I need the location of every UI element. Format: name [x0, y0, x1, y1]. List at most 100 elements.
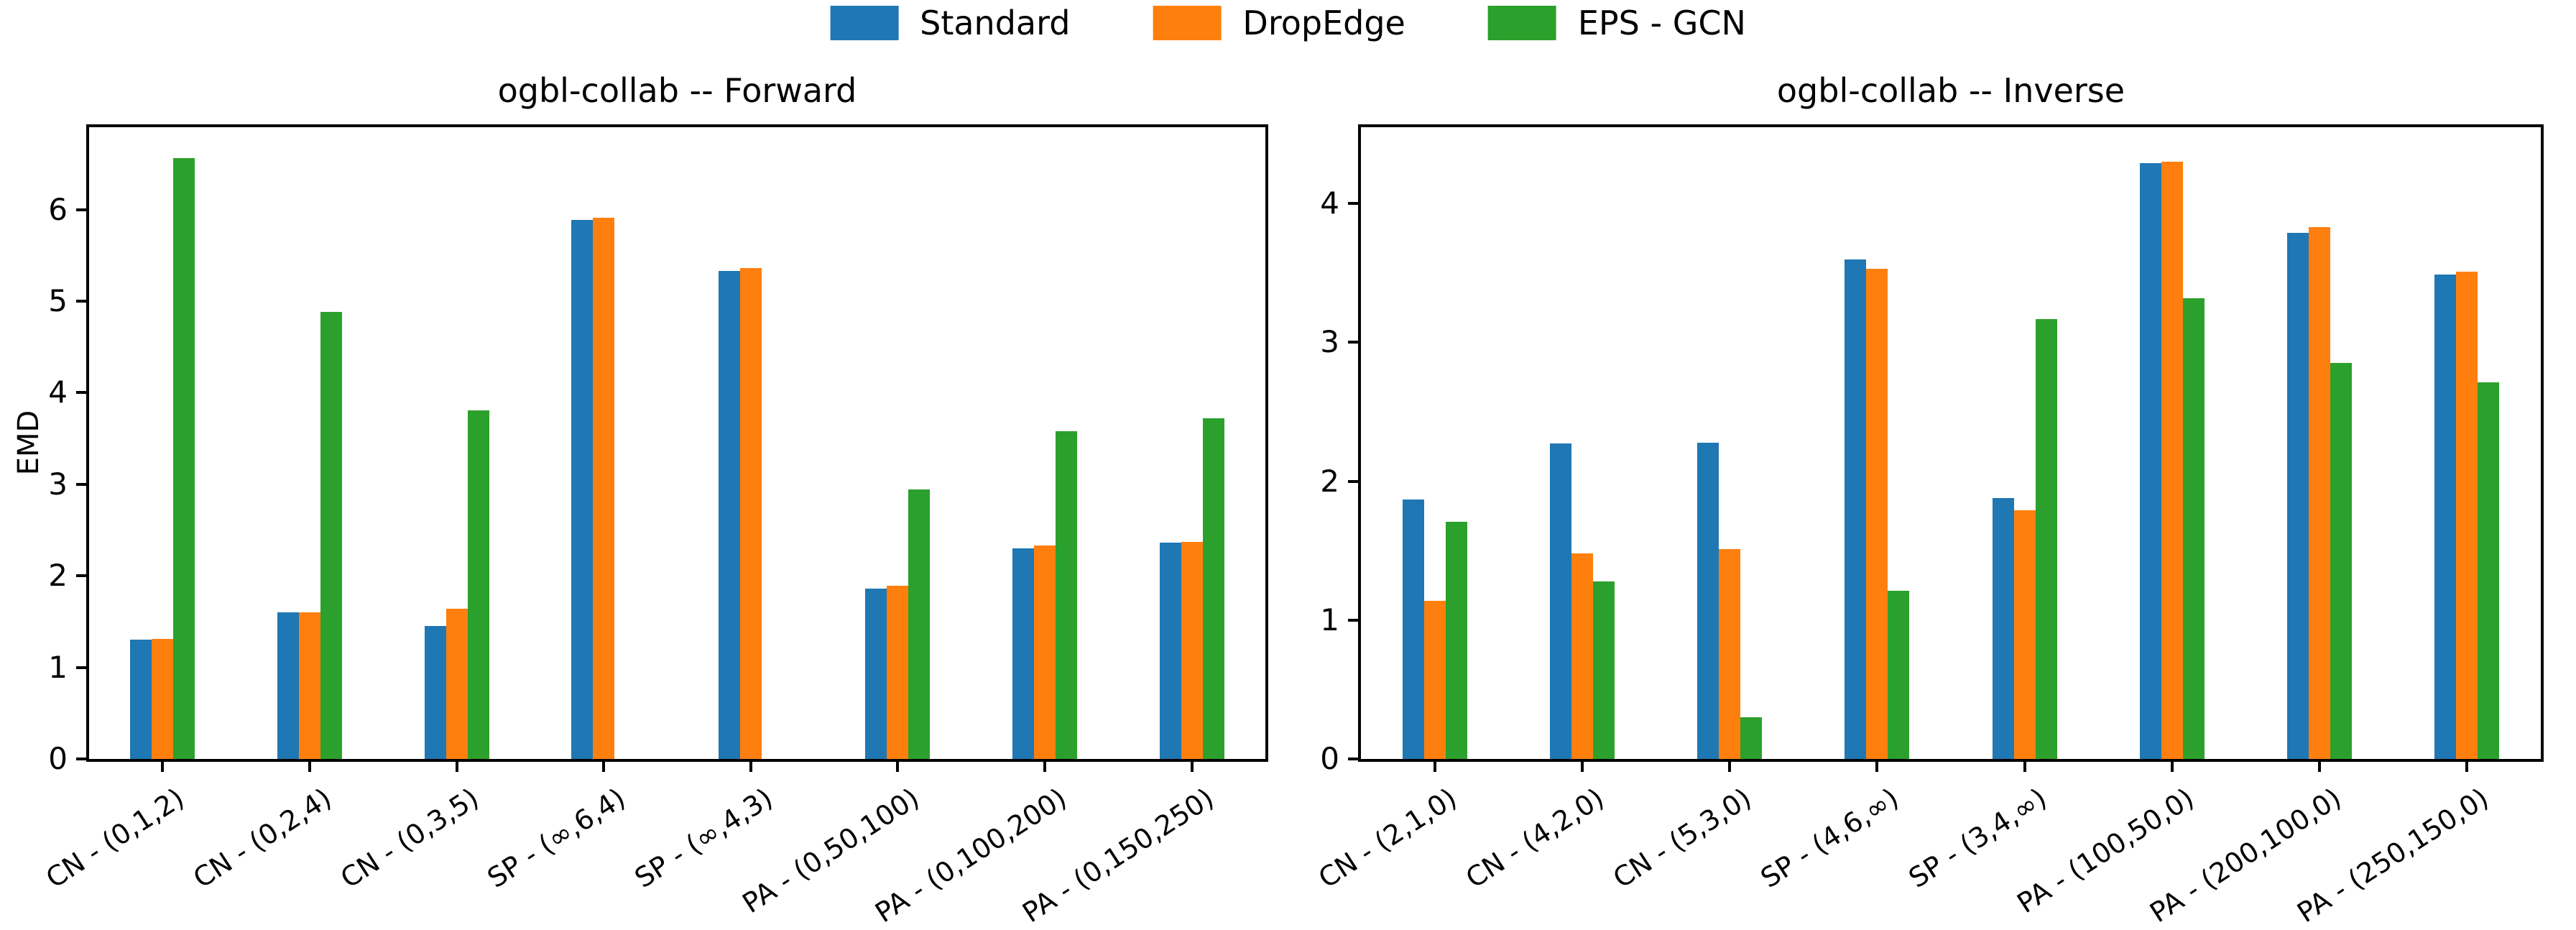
bar-dropedge-group2	[1571, 553, 1593, 759]
legend-swatch-eps-gcn	[1487, 6, 1556, 40]
bar-standard-group8	[2434, 274, 2457, 759]
y-tick-mark	[1348, 758, 1358, 760]
x-tick-mark	[1580, 762, 1584, 772]
x-tick-mark	[2318, 762, 2322, 772]
bar-eps-gcn-group4	[1888, 591, 1910, 759]
legend-label-dropedge: DropEdge	[1242, 4, 1405, 42]
legend-label-standard: Standard	[920, 4, 1071, 42]
bar-eps-gcn-group6	[2182, 298, 2205, 759]
x-tick-mark	[896, 762, 900, 772]
x-tick-mark	[602, 762, 606, 772]
bar-standard-group7	[1012, 548, 1035, 759]
y-tick-mark	[76, 666, 86, 669]
bar-eps-gcn-group1	[173, 158, 195, 759]
x-tick-mark	[749, 762, 752, 772]
y-tick-label: 5	[48, 283, 68, 319]
x-tick-mark	[1043, 762, 1047, 772]
bar-dropedge-group1	[1423, 600, 1446, 759]
x-tick-mark	[161, 762, 165, 772]
bar-eps-gcn-group3	[467, 410, 489, 759]
legend-swatch-standard	[830, 6, 899, 40]
bar-dropedge-group3	[446, 609, 468, 759]
y-tick-label: 0	[48, 741, 68, 776]
plot-title-inverse: ogbl-collab -- Inverse	[1776, 71, 2125, 110]
bar-standard-group6	[2139, 163, 2161, 759]
x-tick-mark	[1190, 762, 1194, 772]
x-tick-mark	[1875, 762, 1879, 772]
legend-item-standard: Standard	[830, 4, 1070, 42]
bar-standard-group3	[1697, 442, 1719, 759]
bar-eps-gcn-group2	[1592, 581, 1615, 759]
legend-item-dropedge: DropEdge	[1153, 4, 1405, 42]
bar-standard-group7	[2287, 232, 2309, 759]
bar-dropedge-group1	[152, 639, 174, 759]
y-tick-mark	[1348, 618, 1358, 622]
plot-area-inverse: 0 1 2 3 4 CN - (2,1,0) CN - (4,2,0) CN - (5,3,0…	[1313, 124, 2544, 929]
y-tick-mark	[76, 300, 86, 303]
y-tick-mark	[1348, 202, 1358, 206]
x-tick-mark	[308, 762, 311, 772]
bar-dropedge-group4	[1866, 269, 1888, 759]
bar-standard-group6	[865, 589, 887, 759]
bar-standard-group3	[424, 626, 446, 759]
bar-standard-group4	[1845, 259, 1867, 759]
legend-swatch-dropedge	[1153, 6, 1222, 40]
bar-standard-group1	[130, 640, 152, 759]
bar-eps-gcn-group3	[1740, 717, 1763, 759]
y-tick-label: 6	[48, 191, 68, 227]
y-tick-label: 3	[48, 466, 68, 502]
y-tick-label: 1	[1320, 602, 1339, 637]
bar-dropedge-group8	[1181, 542, 1203, 759]
y-axis-label: EMD	[12, 410, 45, 476]
x-tick-mark	[455, 762, 458, 772]
bar-eps-gcn-group2	[320, 312, 342, 759]
y-tick-label: 2	[48, 558, 68, 594]
y-tick-label: 4	[1320, 185, 1339, 221]
plot-title-forward: ogbl-collab -- Forward	[497, 71, 857, 110]
bar-dropedge-group4	[593, 218, 615, 759]
y-tick-mark	[76, 391, 86, 395]
y-tick-mark	[76, 574, 86, 578]
bar-dropedge-group5	[2013, 510, 2036, 759]
bar-eps-gcn-group8	[2478, 382, 2500, 759]
bar-eps-gcn-group1	[1445, 521, 1467, 759]
bar-dropedge-group6	[2161, 162, 2183, 759]
bar-eps-gcn-group6	[908, 489, 931, 759]
x-tick-mark	[2465, 762, 2469, 772]
bar-standard-group5	[1992, 497, 2014, 759]
bar-eps-gcn-group8	[1202, 418, 1224, 759]
y-tick-label: 3	[1320, 324, 1339, 360]
legend-label-eps-gcn: EPS - GCN	[1577, 4, 1746, 42]
bar-standard-group1	[1402, 499, 1424, 759]
y-tick-mark	[1348, 479, 1358, 483]
y-tick-label: 2	[1320, 463, 1339, 499]
x-tick-mark	[2023, 762, 2026, 772]
bar-dropedge-group3	[1719, 549, 1741, 759]
bar-dropedge-group6	[887, 586, 909, 759]
plot-area-forward: 0 1 2 3 4 5 6 CN - (0,1,2) CN - (0,2,4) CN - (0,3…	[40, 124, 1268, 929]
y-tick-label: 1	[48, 649, 68, 685]
bar-eps-gcn-group7	[2330, 363, 2353, 759]
bar-dropedge-group7	[1034, 545, 1056, 759]
bar-standard-group2	[277, 612, 299, 759]
bar-eps-gcn-group7	[1056, 431, 1078, 759]
x-tick-mark	[1728, 762, 1732, 772]
y-tick-label: 0	[1320, 741, 1339, 776]
legend-item-eps-gcn: EPS - GCN	[1487, 4, 1746, 42]
bar-standard-group5	[718, 271, 740, 759]
bar-dropedge-group5	[739, 268, 762, 759]
x-tick-mark	[2170, 762, 2174, 772]
x-tick-mark	[1433, 762, 1436, 772]
bar-dropedge-group2	[298, 612, 320, 759]
y-tick-mark	[76, 482, 86, 486]
bar-dropedge-group8	[2456, 271, 2478, 759]
bar-eps-gcn-group5	[2035, 318, 2057, 759]
y-tick-mark	[76, 208, 86, 211]
bar-standard-group2	[1549, 443, 1571, 759]
y-tick-mark	[76, 758, 86, 760]
bar-standard-group4	[571, 219, 594, 759]
y-tick-label: 4	[48, 374, 68, 410]
bar-dropedge-group7	[2309, 227, 2331, 759]
y-tick-mark	[1348, 341, 1358, 344]
